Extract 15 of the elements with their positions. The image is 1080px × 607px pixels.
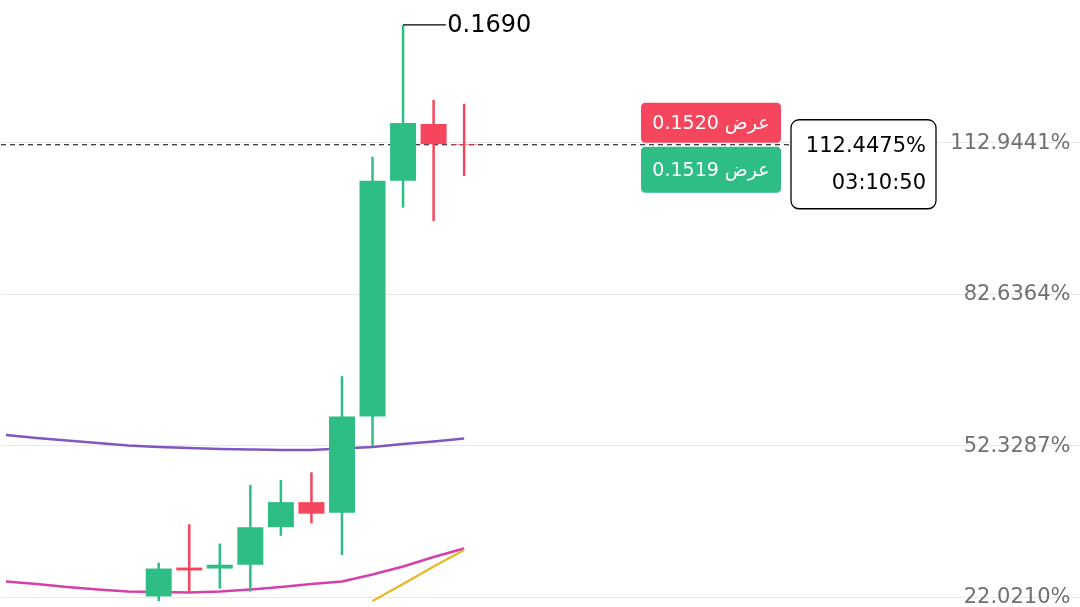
line-series — [4, 547, 466, 594]
y-tick-label: 112.9441% — [950, 129, 1071, 154]
annotation: 03:10:50 — [831, 169, 926, 194]
annotation: 0.1690 — [447, 9, 532, 38]
ref-line-label: 112.4475% — [805, 132, 926, 157]
y-tick-label: 82.6364% — [963, 281, 1071, 306]
line-series — [4, 433, 466, 452]
line-series — [371, 548, 466, 603]
y-tick-label: 22.0210% — [963, 584, 1071, 607]
annotation: عرض 0.1519 — [652, 157, 770, 181]
candlestick — [451, 102, 478, 178]
y-tick-label: 52.3287% — [963, 432, 1071, 457]
annotation: عرض 0.1520 — [652, 110, 770, 134]
candlestick — [206, 542, 233, 590]
candlestick — [420, 98, 447, 223]
